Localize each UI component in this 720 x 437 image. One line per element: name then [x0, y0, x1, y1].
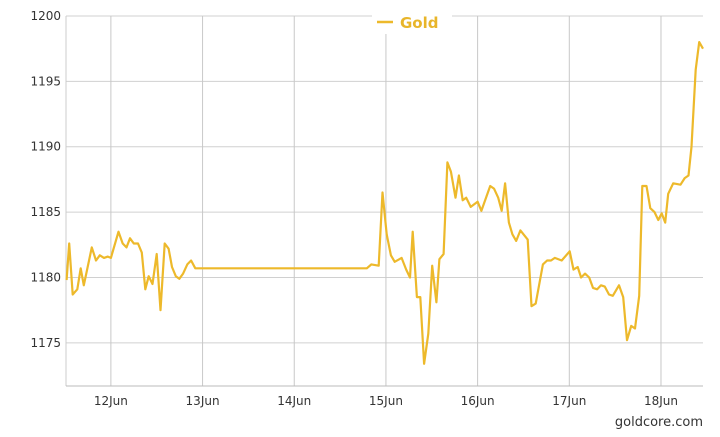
- y-tick-label: 1200: [30, 9, 61, 23]
- x-tick-label: 16Jun: [461, 394, 495, 408]
- legend-background: [372, 12, 452, 34]
- x-axis: 12Jun 13Jun 14Jun 15Jun 16Jun 17Jun 18Jun: [94, 394, 678, 408]
- x-tick-label: 12Jun: [94, 394, 128, 408]
- series-group: [65, 40, 704, 365]
- x-tick-label: 18Jun: [644, 394, 678, 408]
- y-tick-label: 1195: [30, 74, 61, 88]
- y-tick-label: 1190: [30, 140, 61, 154]
- y-tick-label: 1175: [30, 336, 61, 350]
- x-tick-label: 15Jun: [369, 394, 403, 408]
- y-tick-label: 1185: [30, 205, 61, 219]
- series-line-gold: [65, 40, 704, 365]
- legend-label: Gold: [400, 14, 439, 32]
- x-tick-label: 17Jun: [552, 394, 586, 408]
- x-tick-label: 14Jun: [277, 394, 311, 408]
- x-tick-label: 13Jun: [186, 394, 220, 408]
- y-tick-label: 1180: [30, 270, 61, 284]
- credit-text: goldcore.com: [615, 415, 703, 430]
- grid: [65, 15, 703, 387]
- legend[interactable]: Gold: [372, 12, 452, 34]
- y-axis: 1175 1180 1185 1190 1195 1200: [30, 9, 61, 350]
